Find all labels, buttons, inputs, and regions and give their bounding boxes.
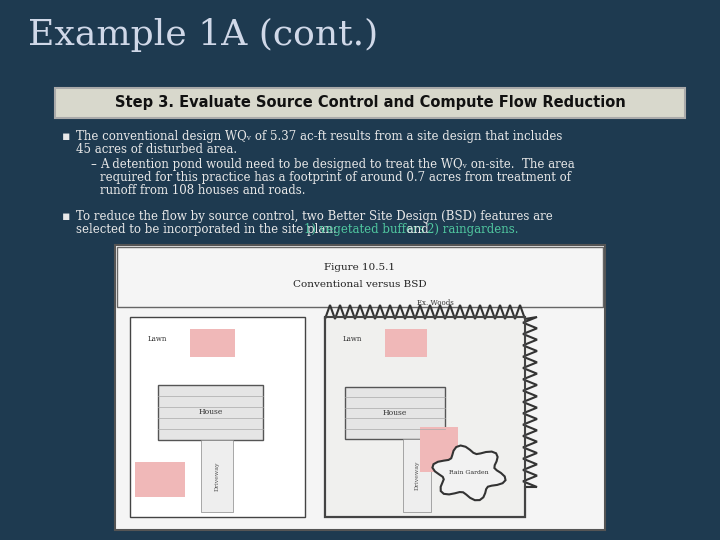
Bar [420, 427, 458, 472]
Text: Example 1A (cont.): Example 1A (cont.) [28, 18, 378, 52]
Bar [130, 317, 305, 517]
Bar [325, 317, 525, 517]
Text: Lawn: Lawn [343, 335, 362, 343]
Text: Driveway: Driveway [215, 461, 220, 491]
Polygon shape [433, 446, 505, 500]
Text: The conventional design WQᵥ of 5.37 ac-ft results from a site design that includ: The conventional design WQᵥ of 5.37 ac-f… [76, 130, 562, 143]
Text: Driveway: Driveway [415, 461, 420, 490]
Text: A detention pond would need to be designed to treat the WQᵥ on-site.  The area: A detention pond would need to be design… [100, 158, 575, 171]
Text: Lawn: Lawn [148, 335, 167, 343]
Text: To reduce the flow by source control, two Better Site Design (BSD) features are: To reduce the flow by source control, tw… [76, 210, 553, 223]
Bar [115, 245, 605, 530]
Text: House: House [383, 409, 408, 417]
Bar [201, 440, 233, 512]
Text: selected to be incorporated in the site plan:: selected to be incorporated in the site … [76, 223, 341, 236]
Text: Conventional versus BSD: Conventional versus BSD [293, 280, 427, 289]
Text: Rain Garden: Rain Garden [449, 470, 489, 476]
Bar [345, 387, 445, 439]
Bar [55, 88, 685, 118]
Bar [135, 462, 185, 497]
Bar [403, 439, 431, 512]
Text: runoff from 108 houses and roads.: runoff from 108 houses and roads. [100, 184, 305, 197]
Text: Step 3. Evaluate Source Control and Compute Flow Reduction: Step 3. Evaluate Source Control and Comp… [114, 96, 626, 111]
Text: ▪: ▪ [62, 210, 71, 223]
Text: Ex. Woods: Ex. Woods [417, 299, 454, 307]
Text: 1) vegetated buffers: 1) vegetated buffers [304, 223, 424, 236]
Text: 45 acres of disturbed area.: 45 acres of disturbed area. [76, 143, 237, 156]
Text: Figure 10.5.1: Figure 10.5.1 [325, 263, 395, 272]
Bar [190, 329, 235, 357]
Bar [117, 247, 603, 307]
Text: –: – [90, 158, 96, 171]
Bar [325, 317, 525, 517]
Bar [158, 385, 263, 440]
Text: ▪: ▪ [62, 130, 71, 143]
Text: House: House [198, 408, 222, 416]
Text: and: and [402, 223, 432, 236]
Bar [385, 329, 427, 357]
Polygon shape [325, 305, 537, 517]
Text: 2) raingardens.: 2) raingardens. [428, 223, 519, 236]
Text: required for this practice has a footprint of around 0.7 acres from treatment of: required for this practice has a footpri… [100, 171, 571, 184]
